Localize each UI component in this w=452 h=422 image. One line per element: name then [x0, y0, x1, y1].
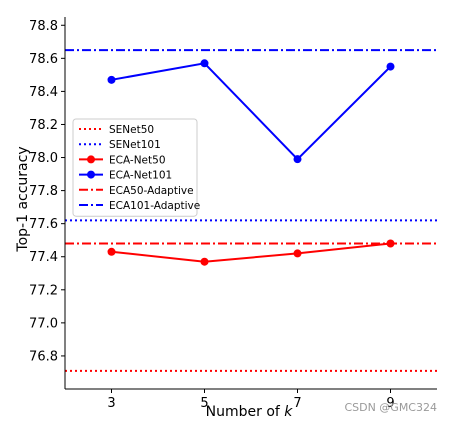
data-point-eca-net101-7: [293, 155, 302, 164]
data-point-eca-net50-5: [200, 257, 209, 266]
y-axis-ticks: 76.8 77.0 77.2 77.4 77.6 77.8 78.0 78.2 78.4 78.6…: [29, 19, 65, 364]
data-point-eca-net101-3: [107, 75, 116, 84]
series-line-eca-net50: [111, 242, 391, 263]
legend: SENet50 SENet101 ECA-Net50 ECA-Net101 ECA50-…: [72, 118, 200, 217]
y-tick-label: 77.2: [29, 283, 58, 298]
data-point-eca-net50-3: [107, 247, 116, 256]
x-tick-label: 3: [107, 396, 115, 411]
x-axis-label-prefix: Number of: [206, 404, 285, 420]
legend-marker-eca-net101: [87, 170, 95, 179]
legend-label-eca50-adaptive: ECA50-Adaptive: [109, 185, 194, 197]
x-tick-label: 7: [293, 396, 301, 411]
legend-label-eca101-adaptive: ECA101-Adaptive: [109, 200, 200, 212]
legend-box: [72, 118, 198, 217]
y-tick-label: 78.0: [29, 151, 58, 166]
data-point-eca-net101-9: [386, 62, 395, 71]
legend-label-senet101: SENet101: [109, 139, 161, 151]
y-tick-label: 78.4: [29, 85, 58, 100]
y-tick-label: 77.8: [29, 184, 58, 199]
x-axis-ticks: 3 5 7 9: [107, 389, 395, 411]
y-tick-label: 77.6: [29, 217, 58, 232]
x-axis-label: Number of k: [206, 404, 294, 420]
x-axis-label-variable: k: [284, 404, 293, 420]
data-point-eca-net101-5: [200, 59, 209, 68]
y-tick-label: 78.6: [29, 52, 58, 67]
legend-label-eca-net101: ECA-Net101: [109, 170, 172, 182]
x-tick-label: 5: [200, 396, 208, 411]
y-tick-label: 77.4: [29, 250, 58, 265]
data-point-eca-net50-7: [293, 249, 302, 258]
legend-marker-eca-net50: [87, 155, 95, 164]
y-axis-label: Top-1 accuracy: [15, 146, 31, 252]
y-tick-label: 77.0: [29, 316, 58, 331]
y-tick-label: 78.8: [29, 19, 58, 34]
series-line-eca-net101: [111, 62, 392, 161]
legend-label-senet50: SENet50: [109, 124, 154, 136]
y-tick-label: 78.2: [29, 118, 58, 133]
watermark: CSDN @GMC324: [344, 401, 437, 414]
y-tick-label: 76.8: [29, 349, 58, 364]
x-tick-label: 9: [386, 396, 394, 411]
axes: [64, 17, 437, 390]
plot-lines: [65, 49, 437, 372]
legend-label-eca-net50: ECA-Net50: [109, 154, 166, 166]
